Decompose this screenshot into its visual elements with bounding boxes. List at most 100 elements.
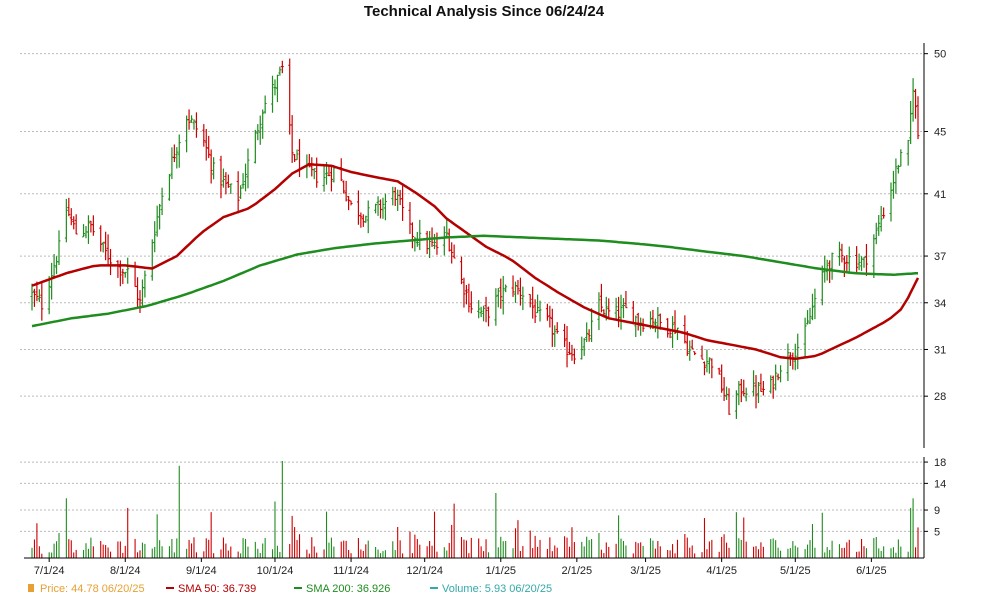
- price-bar: [501, 275, 505, 315]
- price-bar: [617, 296, 621, 328]
- price-bars: [30, 58, 920, 419]
- price-bar: [288, 58, 292, 135]
- price-bar: [864, 243, 868, 276]
- price-bar: [842, 256, 846, 277]
- price-bar: [450, 242, 454, 264]
- price-bar: [550, 308, 554, 347]
- price-bar: [263, 95, 267, 114]
- price-bar: [401, 185, 405, 221]
- price-bar: [761, 381, 765, 396]
- price-bar: [104, 231, 108, 261]
- price-bar: [656, 307, 660, 339]
- price-bar: [150, 239, 154, 281]
- price-bar: [50, 262, 54, 300]
- price-bar: [516, 279, 520, 295]
- price-bar: [442, 226, 446, 256]
- price-bar: [874, 222, 878, 245]
- price-bar: [52, 254, 56, 279]
- price-bar: [433, 233, 437, 250]
- volume-tick-label: 9: [934, 505, 940, 517]
- price-bar: [273, 79, 277, 96]
- price-bar: [914, 88, 918, 119]
- price-bar: [47, 276, 51, 315]
- price-bar: [138, 290, 142, 313]
- volume-grid: [20, 461, 924, 532]
- price-bar: [155, 205, 159, 237]
- price-bar: [545, 303, 549, 321]
- price-bar: [376, 196, 380, 216]
- price-bar: [803, 317, 807, 357]
- price-bar: [518, 277, 522, 306]
- price-bar: [67, 197, 71, 217]
- price-bar: [136, 277, 140, 309]
- x-tick-label: 10/1/24: [257, 565, 294, 577]
- price-bar: [565, 325, 569, 368]
- price-bar: [894, 158, 898, 194]
- price-bar: [64, 198, 68, 243]
- price-bar: [911, 78, 915, 122]
- price-bar: [808, 307, 812, 325]
- price-bar: [244, 163, 248, 192]
- price-bar: [469, 291, 473, 314]
- price-bar: [590, 308, 594, 343]
- price-bar: [185, 115, 189, 153]
- price-bar: [212, 157, 216, 180]
- price-bar: [398, 189, 402, 206]
- price-bar: [312, 168, 316, 180]
- price-bar: [820, 265, 824, 306]
- price-bar: [499, 278, 503, 309]
- price-bar: [361, 214, 365, 227]
- price-bar: [666, 318, 670, 338]
- price-bar: [364, 215, 368, 223]
- price-bar: [445, 219, 449, 239]
- price-bar: [909, 100, 913, 144]
- price-bar: [408, 202, 412, 234]
- price-bar: [74, 214, 78, 235]
- price-bar: [170, 147, 174, 180]
- price-bar: [175, 147, 179, 169]
- x-tick-label: 6/1/25: [856, 565, 887, 577]
- price-bar: [700, 345, 704, 360]
- x-tick-label: 9/1/24: [186, 565, 217, 577]
- price-bar: [99, 225, 103, 252]
- price-bar: [553, 325, 557, 347]
- price-bar: [72, 216, 76, 230]
- price-bar: [396, 189, 400, 211]
- price-bar: [86, 215, 90, 244]
- volume-tick-label: 5: [934, 526, 940, 538]
- price-bar: [177, 134, 181, 168]
- price-bar: [192, 119, 196, 130]
- price-bar: [847, 246, 851, 273]
- legend-label: Price: 44.78 06/20/25: [40, 583, 145, 595]
- price-bar: [810, 293, 814, 321]
- price-bar: [739, 379, 743, 403]
- price-bar: [381, 197, 385, 219]
- price-bar: [675, 327, 679, 341]
- price-bar: [585, 322, 589, 343]
- legend-swatch: [28, 584, 34, 592]
- price-bar: [580, 336, 584, 360]
- price-bar: [511, 275, 515, 297]
- price-bar: [256, 124, 260, 141]
- price-bar: [236, 171, 240, 214]
- price-bar: [126, 257, 130, 284]
- price-bar: [482, 305, 486, 322]
- volume-axis-ticks: 5 9 14 18: [924, 457, 946, 538]
- price-bar: [428, 231, 432, 259]
- price-bar: [710, 358, 714, 379]
- price-bar: [347, 195, 351, 211]
- price-bar: [621, 298, 625, 319]
- price-tick-label: 41: [934, 189, 946, 201]
- price-bar: [194, 112, 198, 138]
- price-bar: [889, 182, 893, 222]
- price-bar: [383, 193, 387, 221]
- price-bar: [496, 287, 500, 308]
- price-bar: [82, 224, 86, 238]
- price-bar: [123, 271, 127, 278]
- price-bar: [742, 379, 746, 397]
- price-bar: [891, 170, 895, 199]
- price-bar: [332, 165, 336, 183]
- price-bar: [769, 375, 773, 394]
- price-bar: [391, 186, 395, 206]
- price-bar: [563, 323, 567, 348]
